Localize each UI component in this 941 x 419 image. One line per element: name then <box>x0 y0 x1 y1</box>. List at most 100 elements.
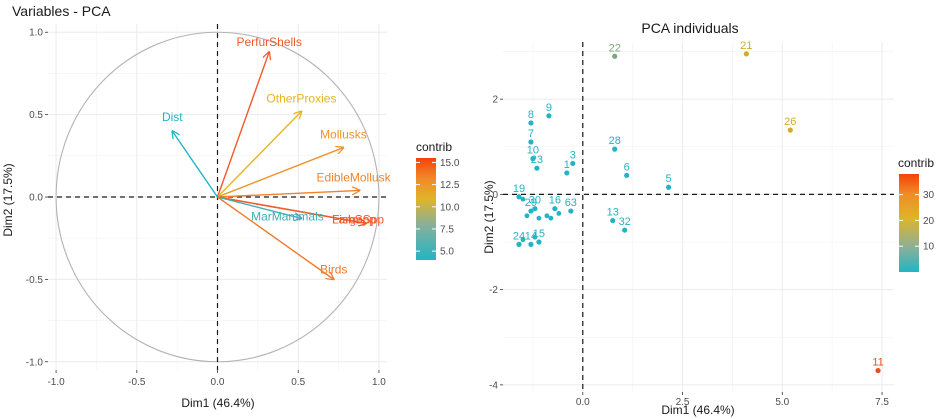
individuals-y-tick-label: -2 <box>489 285 498 296</box>
individuals-plot-area <box>503 42 894 392</box>
variables-y-axis-label: Dim2 (17.5%) <box>1 163 15 236</box>
individual-label-24: 24 <box>513 230 525 242</box>
individual-point-8 <box>528 120 534 126</box>
individual-point <box>520 196 526 202</box>
variables-x-tick-label: 0.5 <box>291 377 305 388</box>
individual-label-10: 10 <box>527 145 539 157</box>
individuals-y-axis-label: Dim2 (17.5%) <box>482 180 496 253</box>
individual-point-63 <box>568 208 574 214</box>
variable-label-largespp: LargeSpp <box>332 212 384 226</box>
variables-legend: contrib 5.0 7.5 10.0 12.5 15.0 <box>416 140 460 260</box>
variable-arrow-largespp <box>217 196 367 223</box>
individual-label-28: 28 <box>609 135 621 147</box>
individuals-x-ticks: 0.0 2.5 5.0 7.5 <box>576 392 889 408</box>
variable-label-birds: Birds <box>320 262 347 276</box>
variables-y-tick-label: 1.0 <box>29 28 43 39</box>
variable-arrow-perfurshells <box>216 52 270 198</box>
variables-legend-tick-label: 10.0 <box>440 202 460 213</box>
individual-point-14 <box>528 241 534 247</box>
variable-arrow-mollusks <box>217 148 344 198</box>
variables-title: Variables - PCA <box>12 3 111 19</box>
individual-points <box>516 51 881 374</box>
individuals-zero-lines <box>503 42 894 392</box>
variable-label-ediblemollusk: EdibleMollusk <box>317 170 392 184</box>
variables-y-tick-label: -0.5 <box>26 275 44 286</box>
individual-point-32 <box>622 227 628 233</box>
individuals-y-ticks: -4 -2 0 2 <box>489 95 503 391</box>
variable-label-marmammals: MarMammals <box>251 209 324 223</box>
individual-label-6: 6 <box>624 161 630 173</box>
individual-point <box>548 215 554 221</box>
variables-legend-tick-label: 5.0 <box>440 247 454 258</box>
individuals-y-tick-label: 0 <box>492 190 498 201</box>
individual-point <box>524 213 530 219</box>
variable-label-mollusks: Mollusks <box>320 128 367 142</box>
variable-label-dist: Dist <box>162 110 183 124</box>
individuals-x-tick-label: 0.0 <box>576 397 590 408</box>
individual-point-30 <box>532 206 538 212</box>
individual-label-7: 7 <box>528 128 534 140</box>
variables-legend-tick-label: 15.0 <box>440 158 460 169</box>
individuals-legend-tick-label: 30 <box>923 190 935 201</box>
variables-x-tick-label: 0.0 <box>211 377 225 388</box>
individual-label-8: 8 <box>528 109 534 121</box>
variables-x-ticks: -1.0 -0.5 0.0 0.5 1.0 <box>47 370 386 388</box>
individual-point-24 <box>516 241 522 247</box>
variables-y-tick-label: 0.0 <box>29 193 43 204</box>
individual-point-1 <box>564 170 570 176</box>
individual-label-11: 11 <box>872 357 883 369</box>
variable-label-otherproxies: OtherProxies <box>266 91 336 105</box>
individual-point-16 <box>552 206 558 212</box>
individual-label-19: 19 <box>513 183 525 195</box>
variables-legend-tick-label: 12.5 <box>440 180 460 191</box>
variables-colorbar <box>416 158 436 260</box>
individuals-title: PCA individuals <box>641 20 738 36</box>
individuals-legend-tick-label: 10 <box>923 242 935 253</box>
individual-point-21 <box>743 51 749 57</box>
individual-point <box>544 213 550 219</box>
individual-point-3 <box>570 160 576 167</box>
variables-y-tick-label: -1.0 <box>26 357 44 368</box>
variables-x-tick-label: 1.0 <box>372 377 386 388</box>
individual-label-29: 29 <box>525 197 537 209</box>
individual-label-14: 14 <box>525 230 537 242</box>
variable-arrows <box>172 52 366 279</box>
variable-label-fishspp: FishSpp <box>332 212 376 226</box>
individuals-legend-title: contrib <box>898 156 934 170</box>
individual-label-30: 30 <box>529 195 541 207</box>
variables-legend-tick-label: 7.5 <box>440 224 454 235</box>
individual-point <box>536 215 542 221</box>
individual-label-26: 26 <box>784 116 796 128</box>
individual-point-26 <box>787 127 793 133</box>
variables-x-tick-label: -1.0 <box>47 377 65 388</box>
individual-label-32: 32 <box>619 216 631 228</box>
individual-label-15: 15 <box>533 228 545 240</box>
individual-point-10 <box>530 156 536 162</box>
individual-label-13: 13 <box>607 207 619 219</box>
individual-label-21: 21 <box>740 40 752 52</box>
individuals-x-tick-label: 2.5 <box>676 397 690 408</box>
individual-label-3: 3 <box>570 149 576 161</box>
individual-label-22: 22 <box>609 42 621 54</box>
individual-point-5 <box>665 184 672 190</box>
individual-point <box>556 211 562 216</box>
individual-point-15 <box>536 239 542 245</box>
variables-x-axis-label: Dim1 (46.4%) <box>181 396 254 410</box>
individual-label-23: 23 <box>531 154 543 166</box>
variable-labels: PerfurShells OtherProxies Mollusks EdibleMo… <box>162 35 392 276</box>
individual-point-19 <box>516 194 522 200</box>
variable-arrow-ediblemollusk <box>217 190 360 198</box>
variables-y-tick-label: 0.5 <box>29 110 43 121</box>
individual-point-22 <box>612 53 618 59</box>
individuals-legend: contrib 10 20 30 <box>898 156 935 272</box>
individual-point <box>520 237 526 243</box>
individuals-x-tick-label: 7.5 <box>875 397 889 408</box>
individual-point-28 <box>612 146 618 152</box>
individuals-colorbar <box>899 174 919 272</box>
variables-legend-title: contrib <box>416 140 452 154</box>
variable-arrow-birds <box>217 196 334 279</box>
variables-panel: Variables - PCA PerfurShells OtherProxies… <box>1 3 460 410</box>
individual-point-9 <box>546 113 552 119</box>
